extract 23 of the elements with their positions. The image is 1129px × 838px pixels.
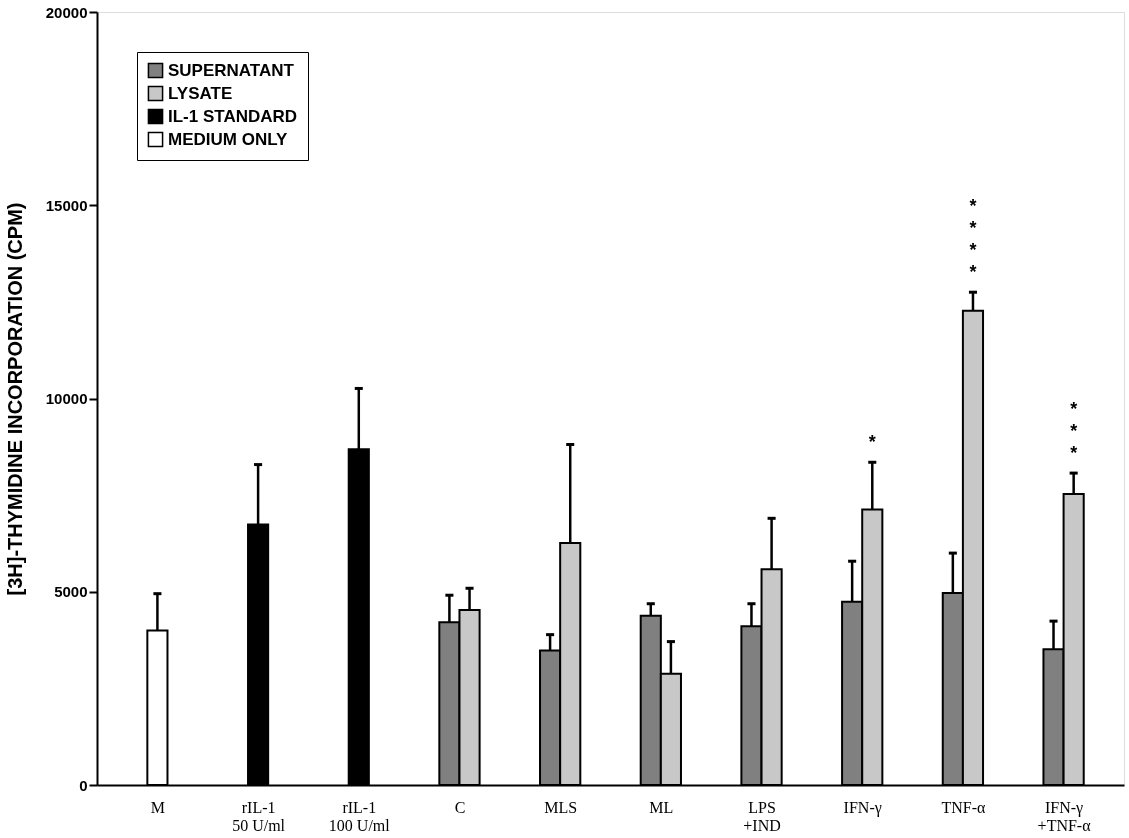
- x-tick-label: LPS +IND: [743, 798, 781, 834]
- y-tick-label: 15000: [45, 196, 88, 214]
- x-tick-label: IFN-γ +TNF-α: [1037, 798, 1092, 834]
- x-tick-label: MLS: [544, 798, 578, 816]
- data-label: ***: [1070, 399, 1078, 464]
- x-tick-label: rIL-1 100 U/ml: [328, 798, 391, 834]
- data-label: ****: [969, 196, 977, 283]
- data-label: *: [868, 432, 876, 453]
- y-tick-label: 20000: [45, 3, 88, 21]
- legend-label: MEDIUM ONLY: [168, 129, 288, 149]
- x-tick-label: rIL-1 50 U/ml: [232, 798, 286, 834]
- y-tick-label: 5000: [54, 583, 88, 601]
- legend-label: IL-1 STANDARD: [168, 106, 298, 126]
- legend-label: SUPERNATANT: [168, 60, 295, 80]
- legend-label: LYSATE: [168, 83, 233, 103]
- y-axis-title: [3H]-THYMIDINE INCORPORATION (CPM): [3, 202, 26, 596]
- x-tick-label: IFN-γ: [843, 798, 882, 817]
- x-tick-label: TNF-α: [941, 798, 986, 816]
- y-tick-label: 0: [79, 776, 88, 794]
- y-tick-label: 10000: [45, 390, 88, 407]
- x-tick-label: C: [454, 798, 466, 816]
- x-tick-label: M: [150, 798, 166, 816]
- x-tick-label: ML: [649, 798, 674, 816]
